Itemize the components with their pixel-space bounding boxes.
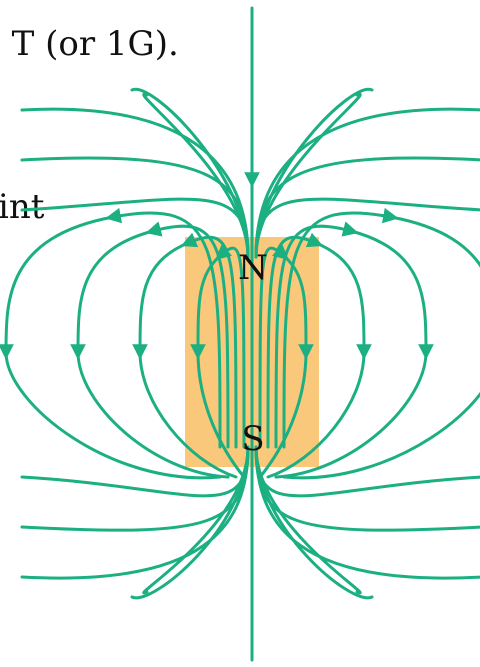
caption-fragment-top: · T (or 1G). <box>0 24 179 64</box>
field-line-loop <box>190 243 246 479</box>
field-line-fan-bottom <box>254 445 362 595</box>
field-line-loop <box>0 207 222 480</box>
north-pole-label: N <box>238 248 268 288</box>
field-line-loop <box>282 207 480 480</box>
field-line-fan-top <box>254 92 362 259</box>
field-line-fan-top <box>142 92 250 259</box>
field-line-fan-bottom <box>142 445 250 595</box>
field-lines <box>0 6 480 662</box>
field-line-loop <box>258 243 314 479</box>
south-pole-label: S <box>241 419 264 459</box>
